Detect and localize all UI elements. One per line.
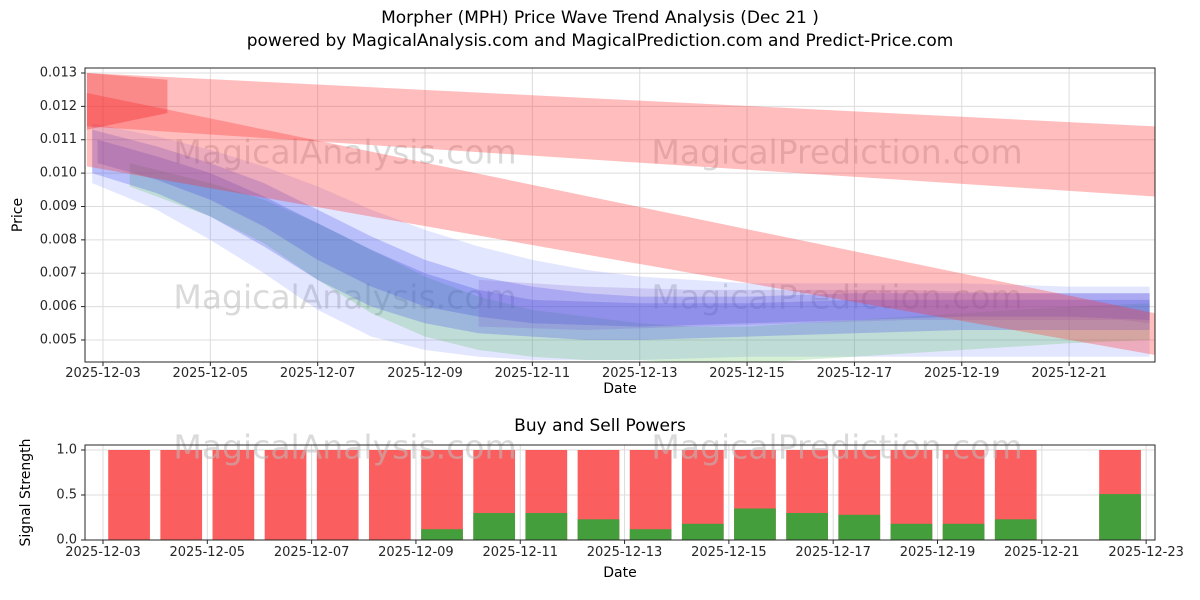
y-tick-label: 0.5: [56, 488, 77, 503]
bar: [421, 450, 463, 540]
x-axis-label: Date: [603, 565, 636, 581]
price-chart: MagicalAnalysis.com MagicalPrediction.com…: [10, 66, 1156, 397]
y-tick-label: 1.0: [56, 443, 77, 458]
bar: [421, 529, 463, 540]
red-left-core: [86, 73, 168, 130]
x-tick-label: 2025-12-23: [1108, 545, 1184, 560]
y-tick-label: 0.008: [40, 232, 77, 247]
bar: [786, 513, 828, 540]
x-tick-label: 2025-12-11: [482, 545, 558, 560]
x-tick-label: 2025-12-15: [709, 366, 785, 381]
x-tick-label: 2025-12-17: [795, 545, 871, 560]
bars-layer: [108, 450, 1141, 540]
signal-strength-chart: MagicalAnalysis.com MagicalPrediction.com…: [18, 428, 1184, 582]
x-tick-label: 2025-12-09: [378, 545, 454, 560]
x-tick-label: 2025-12-13: [587, 545, 663, 560]
y-tick-label: 0.010: [40, 166, 77, 181]
bar: [160, 450, 203, 540]
red-diagonal-band: [86, 93, 1155, 355]
y-tick-label: 0.013: [40, 66, 77, 81]
y-tick-label: 0.005: [40, 332, 77, 347]
x-tick-label: 2025-12-13: [602, 366, 678, 381]
axes-layer: [85, 68, 1155, 362]
x-tick-label: 2025-12-17: [817, 366, 893, 381]
watermark-text: MagicalPrediction.com: [651, 133, 1022, 172]
bar: [264, 450, 307, 540]
bar: [525, 513, 568, 540]
x-tick-label: 2025-12-05: [173, 366, 249, 381]
bar: [212, 450, 255, 540]
x-tick-label: 2025-12-21: [1004, 545, 1080, 560]
frame-layer: 2025-12-03 2025-12-05 2025-12-07 2025-12-09…: [10, 66, 1156, 397]
watermark-text: MagicalAnalysis.com: [173, 133, 516, 172]
bar: [629, 450, 672, 540]
purple-median-band: [478, 279, 1150, 330]
frame-layer: 2025-12-03 2025-12-05 2025-12-07 2025-12-09…: [18, 438, 1184, 581]
x-axis-label: Date: [603, 381, 636, 397]
bar: [473, 513, 516, 540]
bar-chart-title: Buy and Sell Powers: [514, 416, 686, 436]
watermark-text: MagicalPrediction.com: [651, 428, 1022, 467]
bar: [942, 523, 985, 540]
bar: [681, 523, 724, 540]
bar: [108, 450, 150, 540]
watermark-text: MagicalAnalysis.com: [173, 278, 516, 317]
buy-power-bars: [421, 494, 1141, 540]
x-tick-label: 2025-12-05: [170, 545, 246, 560]
watermark-text: MagicalPrediction.com: [651, 278, 1022, 317]
figure-subtitle: powered by MagicalAnalysis.com and Magic…: [246, 31, 954, 51]
y-tick-label: 0.009: [40, 199, 77, 214]
y-tick-label: 0.011: [40, 132, 77, 147]
x-tick-label: 2025-12-03: [65, 545, 141, 560]
x-tick-label: 2025-12-11: [495, 366, 571, 381]
bar: [734, 508, 776, 540]
watermark-text: MagicalAnalysis.com: [173, 428, 516, 467]
y-axis-label: Price: [10, 198, 26, 232]
bar: [994, 519, 1037, 540]
blue-forecast-envelope: [92, 123, 1150, 360]
y-tick-label: 0.006: [40, 299, 77, 314]
bar: [368, 450, 411, 540]
y-tick-label: 0.0: [56, 533, 77, 548]
red-upper-band: [86, 73, 1155, 197]
bar: [316, 450, 359, 540]
blue-forecast-inner: [97, 139, 1150, 327]
bar: [890, 523, 933, 540]
bands-layer: [86, 73, 1155, 362]
green-forecast-band: [129, 163, 1150, 362]
figure-title: Morpher (MPH) Price Wave Trend Analysis …: [381, 8, 819, 28]
x-tick-label: 2025-12-07: [274, 545, 350, 560]
bar: [629, 529, 672, 540]
x-tick-label: 2025-12-19: [924, 366, 1000, 381]
x-tick-label: 2025-12-03: [65, 366, 141, 381]
y-axis-label: Signal Strength: [18, 438, 34, 546]
x-tick-label: 2025-12-09: [387, 366, 463, 381]
watermark-layer: MagicalAnalysis.com MagicalPrediction.com: [173, 428, 1022, 467]
bar: [577, 519, 620, 540]
bar: [1099, 494, 1141, 540]
y-tick-label: 0.007: [40, 266, 77, 281]
x-tick-label: 2025-12-15: [691, 545, 767, 560]
x-tick-label: 2025-12-07: [280, 366, 356, 381]
bar: [838, 514, 881, 540]
grid: [85, 68, 1155, 362]
x-tick-label: 2025-12-19: [900, 545, 976, 560]
y-tick-label: 0.012: [40, 99, 77, 114]
blue-forecast-main: [92, 129, 1150, 340]
x-tick-label: 2025-12-21: [1031, 366, 1107, 381]
watermark-layer: MagicalAnalysis.com MagicalPrediction.com…: [173, 133, 1022, 317]
